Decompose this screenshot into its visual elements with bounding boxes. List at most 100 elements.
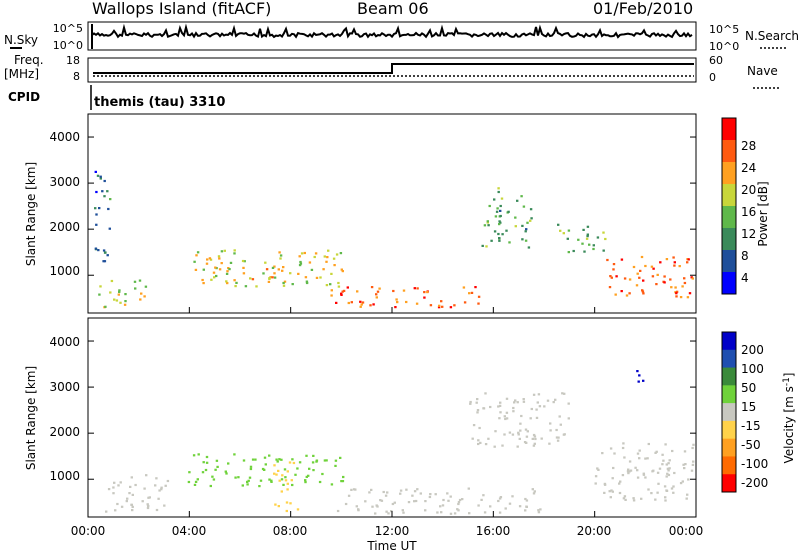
power-cells-cell-2: [319, 276, 322, 279]
x-tick-20: 20:00: [577, 524, 612, 538]
vel-cells-cell-1: [233, 453, 236, 456]
power-cells-cell-0: [107, 207, 110, 211]
vel-cells-cell-1: [304, 481, 307, 484]
vel-cells-cell-0: [130, 476, 133, 479]
power-cells-cell-2: [215, 267, 218, 270]
vel-cells-cell-1: [246, 483, 249, 486]
power-cells-cell-5: [486, 220, 489, 223]
vel-cells-cell-0: [131, 509, 134, 512]
power-cells-cell-0: [103, 195, 106, 198]
vel-cells-cell-5: [672, 491, 675, 494]
vel-cells-cell-0: [154, 484, 157, 487]
power-cells-cell-2: [202, 268, 205, 271]
power-cells-cell-5: [488, 204, 491, 208]
vel-cells-cell-1: [330, 483, 334, 486]
vel-cells-cell-2: [290, 479, 293, 482]
power-cells-cell-4: [370, 286, 374, 289]
power-cells-cell-0: [106, 254, 109, 257]
power-cells-cell-1: [115, 299, 119, 302]
vel-cells-cell-4: [522, 398, 525, 401]
vel-cells-cell-3: [461, 498, 464, 501]
power-cells-cell-0: [94, 247, 98, 250]
vel-cells-cell-4: [558, 415, 561, 418]
vel-cells-cell-5: [622, 442, 625, 445]
power-cells-cell-7: [609, 275, 612, 278]
vel-cells-cell-5: [672, 485, 675, 488]
power-cells-cell-4: [402, 289, 406, 292]
vel-cells-cell-3: [371, 505, 374, 508]
freq-unit-label: [MHz]: [4, 67, 39, 81]
vel-cells-cell-1: [215, 459, 219, 462]
power-cells-cell-4: [453, 304, 456, 307]
power-colorbar: [721, 117, 737, 295]
vel-cbar-tick-m100: -100: [741, 457, 768, 471]
power-cells-cell-7: [674, 286, 677, 289]
velocity-colorbar-segment: [722, 420, 736, 440]
power-cells-cell-2: [223, 249, 226, 252]
power-cells-cell-5: [526, 221, 529, 224]
vel-cells-cell-3: [525, 505, 528, 508]
nsearch-label: N.Search: [745, 29, 799, 43]
vel-cells-cell-5: [683, 467, 686, 470]
vel-cells-cell-5: [650, 492, 653, 495]
vel-cells-cell-1: [291, 458, 294, 461]
power-cells-cell-7: [679, 296, 683, 299]
vel-cells-cell-3: [498, 497, 502, 500]
vel-cells-cell-3: [385, 510, 388, 513]
vel-cells-cell-5: [622, 497, 626, 500]
vel-cells-cell-4: [504, 417, 507, 421]
vel-cells-cell-1: [268, 478, 271, 481]
vel-cells-cell-4: [532, 433, 536, 437]
vel-cells-cell-1: [246, 480, 249, 483]
power-cells-cell-2: [229, 261, 233, 264]
vel-cells-cell-5: [610, 489, 613, 492]
vel-cells-cell-3: [457, 501, 461, 504]
power-cells-cell-7: [642, 292, 645, 295]
vel-cells-cell-4: [516, 445, 519, 448]
power-cells-cell-6: [602, 249, 605, 252]
power-cells-cell-7: [673, 264, 676, 267]
power-cbar-tick-20: 20: [741, 183, 756, 197]
power-cells-cell-1: [140, 292, 143, 295]
vel-cells-cell-4: [517, 431, 520, 434]
power-cells-cell-0: [103, 260, 107, 263]
power-cells-cell-5: [521, 238, 524, 241]
power-cells-cell-2: [233, 249, 236, 252]
power-cells-cell-5: [527, 246, 531, 249]
vel-cells-cell-5: [628, 470, 631, 473]
vel-cells-cell-0: [158, 489, 161, 492]
power-cells-cell-5: [487, 224, 490, 227]
vel-cells-cell-0: [131, 493, 134, 496]
power-cells-cell-7: [644, 264, 647, 268]
vel-cells-cell-1: [254, 458, 257, 461]
power-colorbar-segment: [722, 162, 736, 185]
power-cells-cell-4: [395, 298, 398, 301]
vel-cells-cell-4: [518, 437, 521, 440]
vel-cells-cell-2: [280, 490, 283, 493]
vel-cells-cell-3: [458, 498, 462, 502]
power-cells-cell-2: [313, 255, 316, 259]
vel-cells-cell-0: [116, 502, 119, 506]
vel-cells-cell-3: [355, 505, 358, 508]
vel-cells-cell-3: [413, 500, 416, 503]
power-colorbar-segment: [722, 184, 736, 207]
vel-cells-cell-1: [342, 475, 345, 479]
vel-cells-cell-3: [399, 492, 402, 495]
vel-cells-cell-5: [691, 446, 694, 450]
power-cells-cell-3: [271, 276, 274, 279]
vel-cells-cell-3: [439, 505, 442, 508]
vel-cells-cell-4: [561, 392, 564, 395]
vel-cells-cell-4: [479, 441, 482, 444]
power-cells-cell-2: [340, 268, 343, 271]
power-cells-cell-2: [201, 278, 204, 282]
power-cells-cell-4: [361, 301, 365, 304]
vel-cells-cell-2: [284, 479, 288, 482]
power-cells-cell-5: [497, 190, 500, 194]
vel-cells-cell-0: [114, 509, 117, 512]
power-colorbar-segment: [722, 118, 736, 141]
power-cells-cell-4: [429, 304, 433, 307]
power-cells-cell-2: [337, 281, 340, 285]
power-cells-cell-1: [113, 298, 116, 301]
power-cells-cell-2: [235, 281, 238, 284]
vel-cells-cell-3: [449, 512, 453, 515]
